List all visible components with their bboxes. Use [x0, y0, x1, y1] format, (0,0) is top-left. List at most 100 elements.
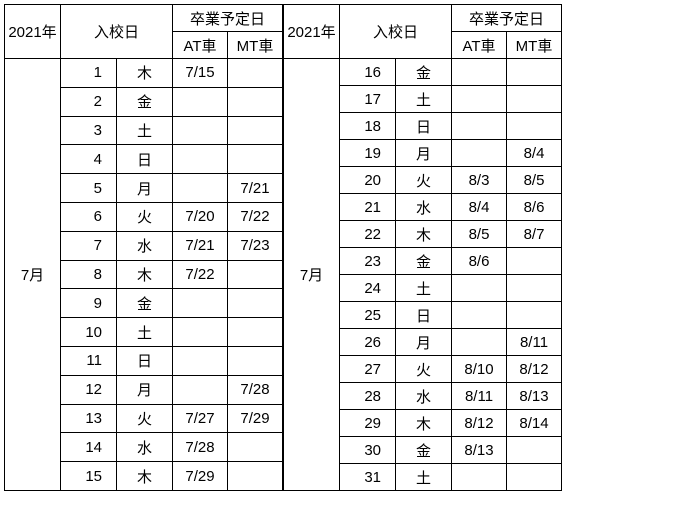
grad-mt: 8/12	[507, 356, 562, 383]
grad-at	[452, 464, 507, 491]
grad-at	[452, 140, 507, 167]
grad-mt	[228, 87, 283, 116]
header-year: 2021年	[284, 5, 340, 59]
day-of-week: 月	[396, 140, 452, 167]
grad-mt: 8/7	[507, 221, 562, 248]
grad-at: 7/15	[173, 59, 228, 88]
day-of-week: 金	[117, 289, 173, 318]
grad-mt	[228, 145, 283, 174]
day-of-week: 木	[117, 462, 173, 491]
day-of-week: 月	[117, 174, 173, 203]
day-of-week: 木	[396, 221, 452, 248]
grad-at: 8/3	[452, 167, 507, 194]
day-of-week: 土	[117, 318, 173, 347]
grad-at: 8/12	[452, 410, 507, 437]
day-number: 22	[340, 221, 396, 248]
day-number: 25	[340, 302, 396, 329]
header-year: 2021年	[5, 5, 61, 59]
day-number: 10	[61, 318, 117, 347]
header-enroll: 入校日	[340, 5, 452, 59]
grad-at	[173, 375, 228, 404]
grad-mt: 8/4	[507, 140, 562, 167]
header-mt: MT車	[507, 32, 562, 59]
day-of-week: 日	[117, 346, 173, 375]
day-number: 7	[61, 231, 117, 260]
grad-mt: 7/22	[228, 202, 283, 231]
grad-at	[452, 329, 507, 356]
grad-at	[173, 116, 228, 145]
grad-mt	[228, 289, 283, 318]
day-number: 5	[61, 174, 117, 203]
day-number: 9	[61, 289, 117, 318]
grad-mt	[507, 302, 562, 329]
grad-mt	[507, 86, 562, 113]
grad-at	[173, 346, 228, 375]
schedule-table-left: 2021年 入校日 卒業予定日 AT車 MT車 7月1木7/152金3土4日5月…	[4, 4, 283, 491]
grad-at: 8/6	[452, 248, 507, 275]
grad-mt	[507, 275, 562, 302]
day-number: 18	[340, 113, 396, 140]
grad-at	[452, 59, 507, 86]
day-number: 19	[340, 140, 396, 167]
day-of-week: 土	[396, 464, 452, 491]
day-number: 1	[61, 59, 117, 88]
day-of-week: 火	[117, 404, 173, 433]
table-body-right: 7月16金17土18日19月8/420火8/38/521水8/48/622木8/…	[284, 59, 562, 491]
grad-mt	[507, 437, 562, 464]
grad-mt: 8/5	[507, 167, 562, 194]
header-grad: 卒業予定日	[173, 5, 283, 32]
grad-at	[173, 87, 228, 116]
grad-at: 7/27	[173, 404, 228, 433]
day-number: 29	[340, 410, 396, 437]
grad-mt	[507, 59, 562, 86]
header-at: AT車	[173, 32, 228, 59]
month-label: 7月	[5, 59, 61, 491]
day-number: 23	[340, 248, 396, 275]
day-of-week: 金	[117, 87, 173, 116]
day-number: 6	[61, 202, 117, 231]
grad-at	[452, 275, 507, 302]
tables-container: 2021年 入校日 卒業予定日 AT車 MT車 7月1木7/152金3土4日5月…	[4, 4, 683, 491]
grad-mt	[507, 248, 562, 275]
day-of-week: 金	[396, 248, 452, 275]
day-number: 11	[61, 346, 117, 375]
day-of-week: 月	[396, 329, 452, 356]
grad-mt	[228, 346, 283, 375]
grad-mt	[228, 116, 283, 145]
grad-at: 7/28	[173, 433, 228, 462]
day-number: 12	[61, 375, 117, 404]
month-label: 7月	[284, 59, 340, 491]
header-grad: 卒業予定日	[452, 5, 562, 32]
grad-at	[452, 302, 507, 329]
day-number: 26	[340, 329, 396, 356]
day-of-week: 土	[117, 116, 173, 145]
grad-at: 7/22	[173, 260, 228, 289]
grad-mt	[507, 113, 562, 140]
grad-mt	[228, 433, 283, 462]
day-number: 28	[340, 383, 396, 410]
grad-mt: 7/23	[228, 231, 283, 260]
grad-mt	[507, 464, 562, 491]
day-number: 30	[340, 437, 396, 464]
day-number: 13	[61, 404, 117, 433]
header-mt: MT車	[228, 32, 283, 59]
header-at: AT車	[452, 32, 507, 59]
grad-mt: 7/21	[228, 174, 283, 203]
day-number: 27	[340, 356, 396, 383]
table-row: 7月16金	[284, 59, 562, 86]
day-number: 3	[61, 116, 117, 145]
day-of-week: 日	[117, 145, 173, 174]
header-enroll: 入校日	[61, 5, 173, 59]
day-of-week: 土	[396, 275, 452, 302]
day-of-week: 金	[396, 437, 452, 464]
day-of-week: 水	[117, 433, 173, 462]
grad-mt	[228, 462, 283, 491]
grad-mt	[228, 318, 283, 347]
grad-at: 8/11	[452, 383, 507, 410]
grad-mt	[228, 260, 283, 289]
grad-at	[452, 86, 507, 113]
day-number: 8	[61, 260, 117, 289]
day-of-week: 木	[396, 410, 452, 437]
day-of-week: 金	[396, 59, 452, 86]
grad-at	[173, 289, 228, 318]
